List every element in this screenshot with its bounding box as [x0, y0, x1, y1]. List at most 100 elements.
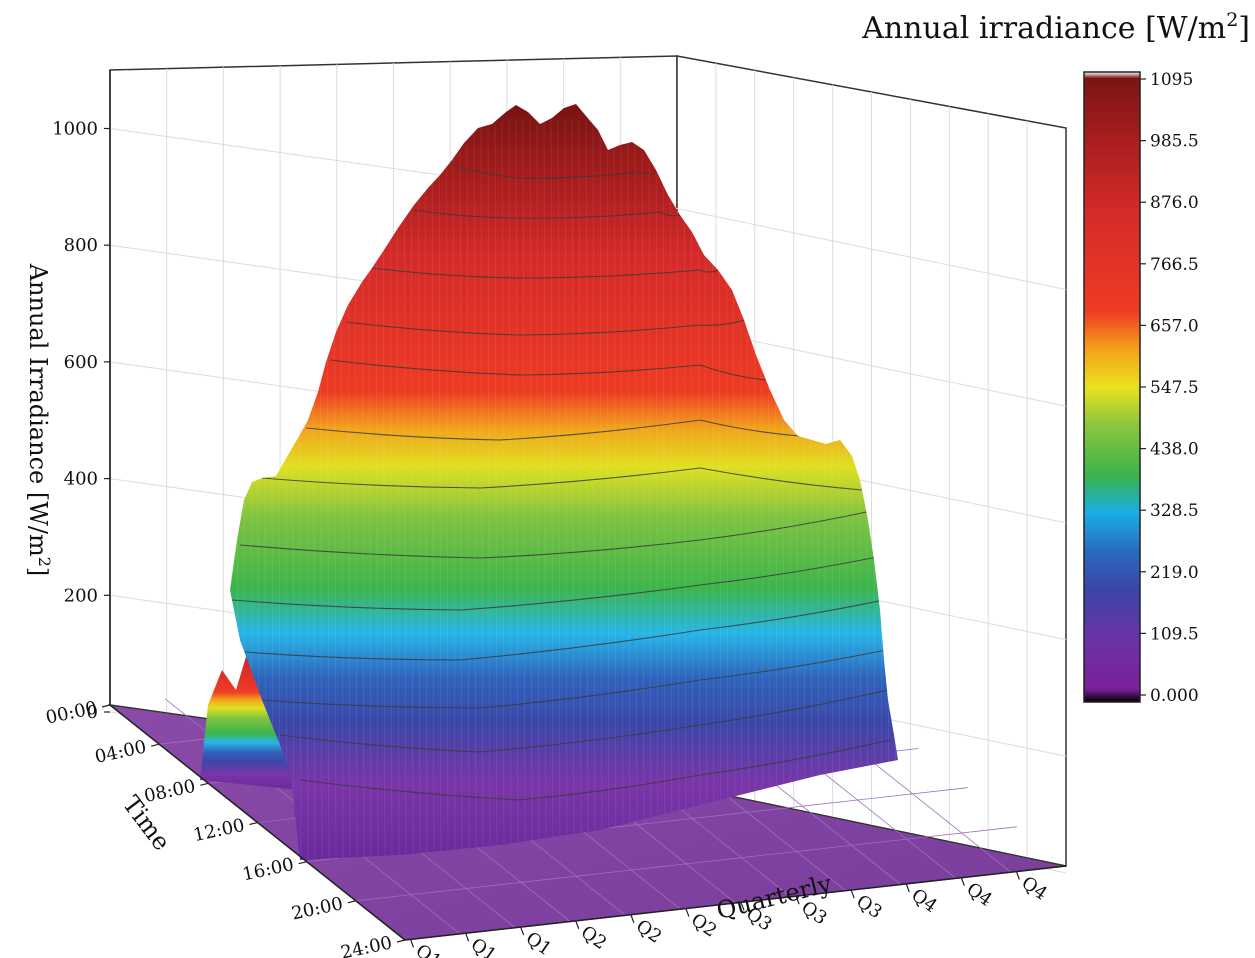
surface-streak — [508, 119, 512, 860]
colorbar-tick-label: 547.5 — [1150, 378, 1199, 398]
quarter-tick-label: Q2 — [577, 922, 611, 954]
time-tick-mark — [396, 939, 406, 943]
z-tick-label: 0 — [87, 702, 98, 723]
time-tick-label: 08:00 — [142, 776, 197, 807]
time-tick-mark — [298, 861, 307, 865]
z-tick-label: 1000 — [52, 119, 98, 140]
quarter-tick-label: Q3 — [852, 891, 886, 923]
quarter-tick-mark — [685, 908, 690, 917]
colorbar-scale — [1083, 71, 1141, 703]
surface-streak — [620, 119, 624, 860]
colorbar-tick-label: 876.0 — [1150, 193, 1199, 213]
surface-early-peak — [200, 632, 300, 790]
contour-line — [231, 555, 883, 611]
surface-streak — [676, 119, 680, 860]
surface-streak — [389, 119, 393, 860]
surface-streak — [487, 119, 491, 860]
colorbar-tick-label: 219.0 — [1150, 563, 1199, 583]
time-tick-label: 04:00 — [93, 737, 148, 768]
surface-streak — [669, 119, 673, 860]
surface-streak — [529, 119, 533, 860]
surface-streak — [606, 119, 610, 860]
surface-streak — [683, 119, 687, 860]
z-tick-label: 400 — [64, 469, 98, 490]
surface-streak — [599, 119, 603, 860]
quarter-tick-mark — [740, 902, 745, 911]
quarter-tick-mark — [409, 939, 415, 948]
contour-line — [451, 164, 659, 179]
colorbar: Annual irradiance [W/m2] 1095 985.5 876.0 7… — [861, 9, 1250, 706]
z-tick-label: 600 — [64, 352, 98, 373]
surface-streak — [445, 119, 449, 860]
colorbar-tick-label: 328.5 — [1150, 501, 1199, 521]
surface-streak — [522, 119, 526, 860]
surface-streak — [662, 119, 666, 860]
colorbar-tick-label: 1095 — [1150, 70, 1193, 90]
z-axis-title: Annual Irradiance [W/m2] — [24, 263, 54, 577]
z-tick-label: 200 — [64, 585, 98, 606]
quarter-tick-label: Q4 — [1018, 872, 1052, 904]
contour-line — [239, 509, 877, 559]
quarter-tick-mark — [465, 933, 470, 942]
contour-line — [371, 267, 719, 279]
time-tick-mark — [249, 821, 258, 826]
time-tick-label: 12:00 — [191, 815, 246, 846]
surface-streak — [501, 119, 505, 860]
surface-streak — [634, 119, 638, 860]
surface-streak — [550, 119, 554, 860]
surface-streak — [585, 119, 589, 860]
contour-line — [345, 319, 746, 336]
time-tick-label: 00:00 — [44, 697, 99, 728]
colorbar-title: Annual irradiance [W/m2] — [861, 9, 1250, 46]
contour-line — [244, 599, 885, 661]
colorbar-tick-label: 657.0 — [1150, 316, 1199, 336]
time-tick-mark — [347, 900, 356, 904]
surface-streak — [613, 119, 617, 860]
surface-streak — [592, 119, 596, 860]
surface-streak — [480, 119, 484, 860]
contour-line — [261, 649, 887, 709]
surface-streak — [655, 119, 659, 860]
surface-streak — [452, 119, 456, 860]
time-tick-label: 20:00 — [290, 893, 345, 924]
contour-line — [305, 419, 801, 441]
surface-streak — [648, 119, 652, 860]
contour-line — [299, 739, 891, 801]
quarter-tick-label: Q2 — [632, 916, 666, 948]
contour-line — [261, 467, 863, 491]
quarter-tick-label: Q1 — [467, 934, 501, 958]
time-tick-label: 16:00 — [241, 854, 296, 885]
quarter-tick-label: Q1 — [522, 928, 556, 958]
z-tick-label: 800 — [64, 235, 98, 256]
quarter-tick-mark — [520, 926, 525, 936]
surface-streak — [627, 119, 631, 860]
surface-streak — [431, 119, 435, 860]
surface-streak — [557, 119, 561, 860]
surface-streak — [536, 119, 540, 860]
quarter-tick-mark — [630, 914, 635, 923]
time-tick-mark — [101, 704, 111, 708]
surface-streak — [396, 119, 400, 860]
contour-line — [413, 209, 681, 219]
surface-streak — [543, 119, 547, 860]
quarter-tick-mark — [1015, 871, 1020, 880]
colorbar-tick-label: 985.5 — [1150, 132, 1199, 152]
contour-line — [279, 689, 889, 753]
surface-streak — [466, 119, 470, 860]
surface-streak — [417, 119, 421, 860]
quarter-tick-mark — [575, 920, 580, 930]
surface-streak — [473, 119, 477, 860]
surface-streak — [515, 119, 519, 860]
quarter-tick-mark — [960, 877, 965, 886]
surface-streak — [494, 119, 498, 860]
colorbar-tick-label: 0.000 — [1150, 686, 1199, 706]
surface-streak — [571, 119, 575, 860]
time-tick-mark — [151, 743, 160, 747]
surface-streak — [410, 119, 414, 860]
surface-streak — [690, 119, 694, 860]
quarter-tick-label: Q2 — [687, 909, 721, 941]
colorbar-tick-label: 438.0 — [1150, 440, 1199, 460]
surface-streak — [459, 119, 463, 860]
contour-line — [329, 359, 766, 381]
